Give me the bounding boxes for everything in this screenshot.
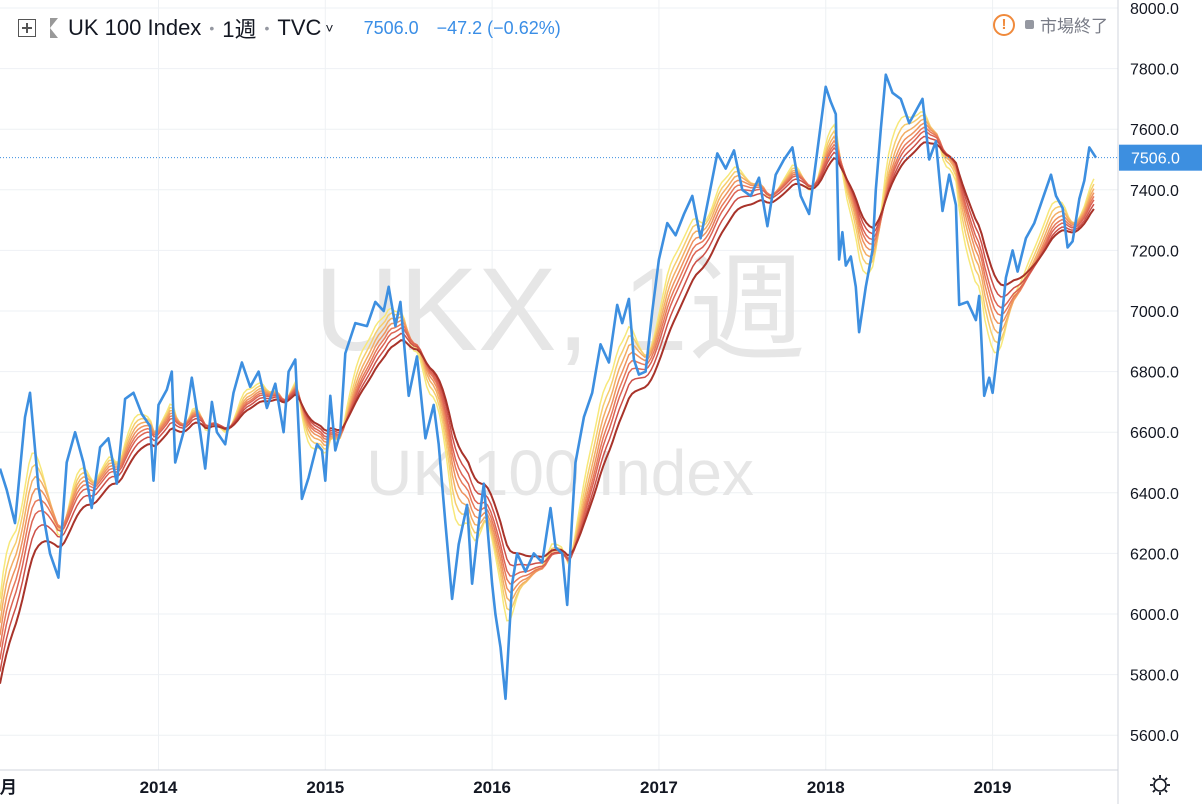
- gear-icon[interactable]: [1150, 775, 1170, 795]
- y-tick-label: 6800.0: [1130, 365, 1179, 382]
- chart-header: UK 100 Index • 1週 • TVC ˅ 7506.0 −47.2 (…: [0, 10, 561, 46]
- watermark-title: UKX, 1週: [314, 244, 806, 376]
- x-tick-label: 2015: [306, 778, 344, 797]
- last-price-tag: [1119, 144, 1202, 171]
- market-status: ! 市場終了: [993, 12, 1108, 37]
- y-tick-label: 6400.0: [1130, 486, 1179, 503]
- x-tick-label: 月: [0, 778, 17, 797]
- y-tick-label: 7400.0: [1130, 183, 1179, 200]
- y-tick-label: 6200.0: [1130, 546, 1179, 563]
- y-tick-label: 5800.0: [1130, 668, 1179, 685]
- last-price-tag-label: 7506.0: [1131, 151, 1180, 168]
- watermark: UKX, 1週 UK 100 Index: [314, 244, 806, 509]
- y-tick-label: 6600.0: [1130, 425, 1179, 442]
- y-tick-label: 5600.0: [1130, 728, 1179, 745]
- grid: [0, 0, 1118, 770]
- y-tick-label: 8000.0: [1130, 1, 1179, 18]
- source-label[interactable]: TVC: [277, 15, 322, 40]
- x-tick-label: 2019: [974, 778, 1012, 797]
- x-tick-label: 2016: [473, 778, 511, 797]
- x-tick-label: 2014: [140, 778, 178, 797]
- ema-line: [0, 141, 1095, 684]
- last-price: 7506.0: [363, 17, 419, 38]
- flag-icon[interactable]: [50, 18, 58, 38]
- ema-ribbon: [0, 111, 1095, 684]
- separator-dot: •: [209, 20, 215, 36]
- ema-line: [0, 135, 1095, 672]
- x-tick-label: 2017: [640, 778, 678, 797]
- y-tick-label: 7000.0: [1130, 304, 1179, 321]
- price-change: −47.2 (−0.62%): [436, 17, 561, 38]
- y-tick-label: 7800.0: [1130, 62, 1179, 79]
- y-tick-label: 7600.0: [1130, 122, 1179, 139]
- symbol-name[interactable]: UK 100 Index: [68, 15, 202, 40]
- ema-line: [0, 130, 1095, 660]
- x-tick-label: 2018: [807, 778, 845, 797]
- price-series: [0, 73, 1098, 701]
- status-dot-icon: [1025, 20, 1034, 29]
- y-tick-label: 6000.0: [1130, 607, 1179, 624]
- separator-dot-2: •: [264, 20, 270, 36]
- interval-label[interactable]: 1週: [222, 17, 257, 42]
- y-tick-label: 7200.0: [1130, 243, 1179, 260]
- chevron-down-icon[interactable]: ˅: [325, 20, 334, 36]
- add-compare-icon[interactable]: [18, 19, 36, 37]
- price-line: [0, 73, 1098, 701]
- warning-icon[interactable]: !: [993, 13, 1015, 36]
- market-status-label: 市場終了: [1040, 17, 1108, 36]
- ema-line: [0, 126, 1095, 648]
- watermark-subtitle: UK 100 Index: [366, 437, 754, 509]
